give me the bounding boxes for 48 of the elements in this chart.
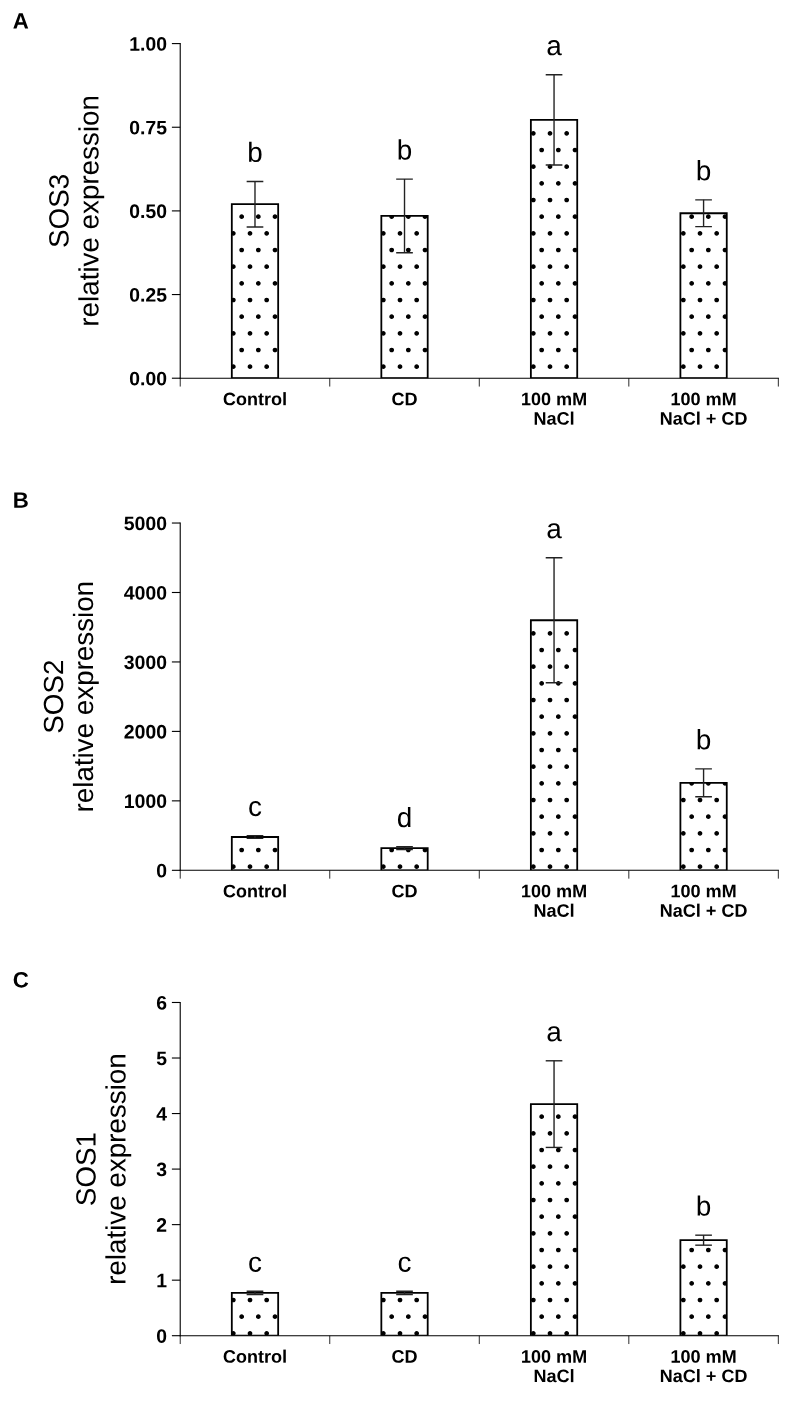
chart-title: B (14, 492, 28, 508)
annotation: b (697, 729, 711, 750)
x-tick-label: CD (392, 1350, 417, 1363)
x-tick-label: Control (223, 1349, 286, 1363)
annotation: c (249, 800, 262, 817)
annotation: a (547, 1026, 562, 1042)
y-tick-label: 3 (156, 1162, 167, 1177)
annotation: b (697, 160, 711, 181)
y-tick-label: 3000 (124, 655, 167, 670)
y-axis-title: SOS1 relative expression (76, 1055, 132, 1284)
y-tick-label: 0 (156, 863, 167, 878)
annotation: b (398, 139, 412, 160)
y-tick-label: 1 (157, 1273, 167, 1288)
y-tick-label: 4000 (124, 585, 167, 600)
y-tick-label: 2 (156, 1218, 167, 1232)
y-tick-label: 1.00 (130, 37, 167, 51)
y-tick-label: 5 (156, 1051, 167, 1066)
x-tick-label: 100 mM NaCl + CD (660, 392, 747, 425)
x-tick-label: 100 mM NaCl + CD (660, 884, 747, 917)
annotation: c (249, 1256, 262, 1272)
y-axis-title: SOS3 relative expression (49, 96, 105, 325)
x-tick-label: 100 mM NaCl (522, 392, 586, 425)
y-tick-label: 1000 (125, 794, 167, 809)
y-tick-label: 0.50 (129, 204, 167, 219)
x-tick-label: 100 mM NaCl (522, 1350, 586, 1383)
x-tick-label: Control (223, 884, 286, 898)
x-tick-label: 100 mM NaCl + CD (660, 1350, 747, 1383)
y-tick-label: 2000 (124, 724, 167, 739)
annotation: b (249, 141, 262, 163)
annotation: c (398, 1256, 411, 1272)
annotation: b (697, 1195, 711, 1216)
annotation: a (547, 523, 562, 539)
y-axis-title: SOS2 relative expression (43, 582, 99, 811)
y-tick-label: 0.75 (129, 120, 167, 135)
x-tick-label: 100 mM NaCl (522, 884, 586, 917)
y-tick-label: 5000 (124, 516, 167, 531)
x-tick-label: Control (223, 392, 286, 406)
x-tick-label: CD (392, 884, 417, 898)
annotation: a (547, 40, 562, 56)
y-tick-label: 0.25 (129, 288, 167, 302)
chart-title: A (13, 13, 29, 29)
y-tick-label: 4 (156, 1107, 167, 1121)
chart-title: C (13, 971, 29, 988)
y-tick-label: 6 (156, 995, 167, 1010)
y-tick-label: 0.00 (129, 371, 167, 386)
annotation: d (397, 806, 411, 828)
y-tick-label: 0 (156, 1329, 167, 1343)
x-tick-label: CD (392, 392, 417, 406)
